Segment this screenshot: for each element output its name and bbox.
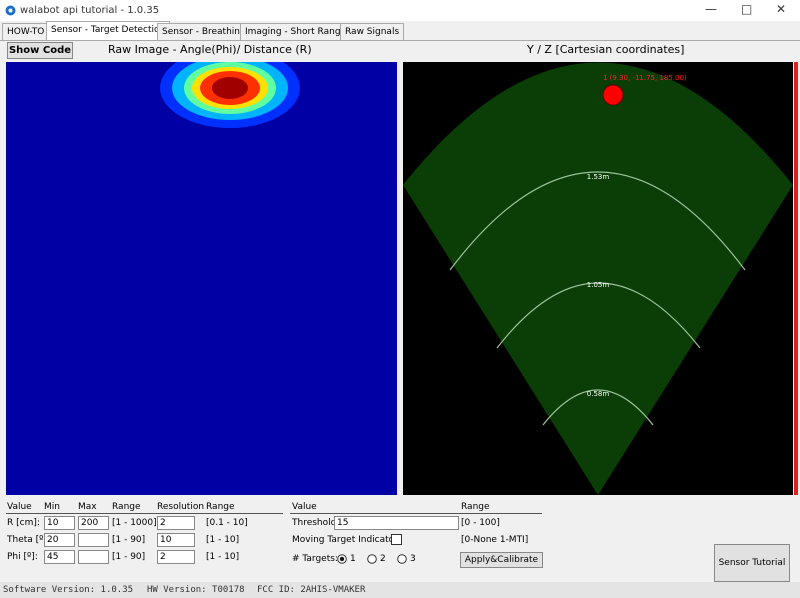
row-label: R [cm]: xyxy=(7,518,40,528)
minimize-button[interactable]: — xyxy=(705,2,717,16)
status-text: FCC ID: 2AHIS-VMAKER xyxy=(257,585,366,595)
target-marker xyxy=(602,84,624,106)
min-input[interactable]: 10 xyxy=(44,516,75,530)
header-rule xyxy=(290,513,542,514)
status-text: Software Version: 1.0.35 xyxy=(3,585,134,595)
threshold-input[interactable]: 15 xyxy=(334,516,459,530)
header-rule xyxy=(6,513,283,514)
range-text: [0.1 - 10] xyxy=(206,518,248,528)
radio-label: 1 xyxy=(350,554,356,564)
row-label: Theta [º]: xyxy=(7,535,50,545)
target-label: 1 (9.30, -11.75, 185.00) xyxy=(603,74,687,82)
mti-label: Moving Target Indicator: xyxy=(292,535,401,545)
tab-divider xyxy=(0,40,800,41)
title-bar xyxy=(0,0,800,21)
range-text: [1 - 90] xyxy=(112,552,146,562)
radio-label: 2 xyxy=(380,554,386,564)
scroll-indicator xyxy=(794,62,798,495)
arc-label: 1.05m xyxy=(587,281,610,289)
maximize-button[interactable]: □ xyxy=(741,2,753,16)
row-label: Phi [º]: xyxy=(7,552,38,562)
heatmap-blob xyxy=(212,77,248,99)
min-input[interactable]: 20 xyxy=(44,533,75,547)
range-arc xyxy=(449,171,746,271)
range-text: [0 - 100] xyxy=(461,518,500,528)
apply-calibrate-button[interactable]: Apply&Calibrate xyxy=(460,552,543,568)
sensor-sector xyxy=(403,62,793,495)
mti-checkbox[interactable] xyxy=(391,534,402,545)
min-input[interactable]: 45 xyxy=(44,550,75,564)
range-text: [1 - 1000] xyxy=(112,518,157,528)
tab-active[interactable]: Sensor - Target Detection xyxy=(46,21,171,40)
cartesian-panel: 1.53m 1.05m 0.58m 1 (9.30, -11.75, 185.0… xyxy=(403,62,793,495)
targets-label: # Targets: xyxy=(292,554,338,564)
column-header: Min xyxy=(44,502,60,512)
range-text: [1 - 10] xyxy=(206,552,240,562)
threshold-label: Threshold: xyxy=(292,518,340,528)
tab[interactable]: Imaging - Short Range xyxy=(240,23,352,41)
range-text: [1 - 90] xyxy=(112,535,146,545)
resolution-input[interactable]: 2 xyxy=(157,516,195,530)
range-text: [1 - 10] xyxy=(206,535,240,545)
radio-selected[interactable] xyxy=(337,554,347,564)
tab[interactable]: Sensor - Breathing xyxy=(157,23,251,41)
resolution-input[interactable]: 2 xyxy=(157,550,195,564)
range-text: [0-None 1-MTI] xyxy=(461,535,529,545)
raw-image-title: Raw Image - Angle(Phi)/ Distance (R) xyxy=(108,43,312,56)
column-header: Range xyxy=(206,502,235,512)
radio[interactable] xyxy=(367,554,377,564)
show-code-button[interactable]: Show Code xyxy=(7,42,73,59)
max-input[interactable]: 200 xyxy=(78,516,109,530)
app-icon xyxy=(5,5,16,16)
close-button[interactable]: ✕ xyxy=(776,2,787,16)
column-header: Resolution xyxy=(157,502,205,512)
radio-label: 3 xyxy=(410,554,416,564)
cartesian-title: Y / Z [Cartesian coordinates] xyxy=(527,43,685,56)
resolution-input[interactable]: 10 xyxy=(157,533,195,547)
max-input[interactable] xyxy=(78,533,109,547)
arc-label: 0.58m xyxy=(587,390,610,398)
arc-label: 1.53m xyxy=(587,173,610,181)
status-text: HW Version: T00178 xyxy=(147,585,245,595)
status-bar xyxy=(0,582,800,598)
raw-image-panel xyxy=(6,62,397,495)
column-header: Range xyxy=(112,502,141,512)
radio[interactable] xyxy=(397,554,407,564)
heatmap-background xyxy=(6,62,397,495)
max-input[interactable] xyxy=(78,550,109,564)
range-arc xyxy=(542,389,654,426)
column-header: Max xyxy=(78,502,97,512)
column-header: Value xyxy=(7,502,32,512)
window-title: walabot api tutorial - 1.0.35 xyxy=(20,5,160,16)
sensor-tutorial-button[interactable]: Sensor Tutorial xyxy=(714,544,790,582)
column-header: Range xyxy=(461,502,490,512)
tab[interactable]: Raw Signals xyxy=(340,23,405,41)
column-header: Value xyxy=(292,502,317,512)
tab[interactable]: HOW-TO xyxy=(2,23,50,41)
range-arc xyxy=(496,282,701,349)
